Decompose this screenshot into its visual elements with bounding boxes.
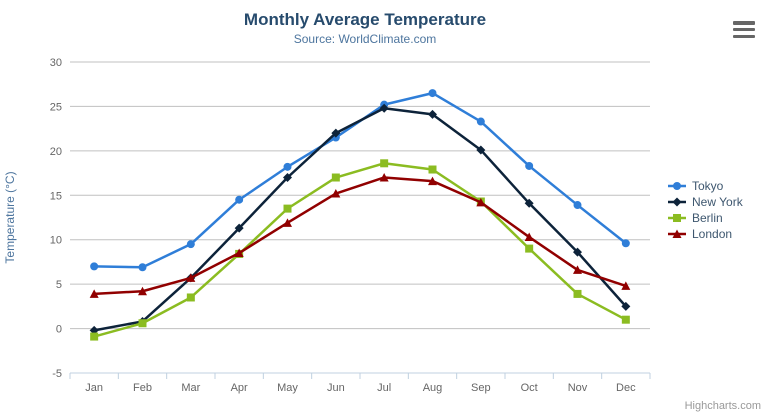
data-point[interactable] xyxy=(283,173,292,183)
data-point[interactable] xyxy=(235,195,244,204)
circle-marker-icon xyxy=(668,181,686,190)
x-axis-label: Dec xyxy=(616,382,636,394)
y-axis-label: 30 xyxy=(50,57,62,69)
data-point[interactable] xyxy=(476,145,486,155)
data-point[interactable] xyxy=(476,117,485,126)
series-tokyo[interactable] xyxy=(90,89,630,272)
x-axis-label: Jun xyxy=(327,382,345,394)
data-point[interactable] xyxy=(476,197,486,207)
y-axis-label: -5 xyxy=(52,368,62,380)
data-point[interactable] xyxy=(283,218,292,227)
data-point[interactable] xyxy=(428,176,437,186)
data-point[interactable] xyxy=(138,286,147,296)
data-point[interactable] xyxy=(380,159,389,168)
data-point[interactable] xyxy=(89,289,99,298)
data-point[interactable] xyxy=(331,128,341,138)
chart-legend: Tokyo New York Berlin London xyxy=(668,178,743,241)
legend-label: New York xyxy=(692,194,743,209)
data-point[interactable] xyxy=(90,332,99,341)
data-point[interactable] xyxy=(234,223,244,233)
legend-marker-symbol[interactable] xyxy=(672,229,682,238)
legend-item-new-york[interactable]: New York xyxy=(668,194,743,209)
x-axis-label: Feb xyxy=(133,382,152,394)
data-point[interactable] xyxy=(379,173,389,182)
diamond-marker-icon xyxy=(668,197,686,206)
data-point[interactable] xyxy=(525,161,534,170)
y-axis-label: 0 xyxy=(56,324,62,336)
legend-label: London xyxy=(692,226,733,241)
x-axis-label: Aug xyxy=(423,382,443,394)
series-line xyxy=(92,176,628,296)
hamburger-menu-icon xyxy=(733,27,755,32)
square-marker-icon xyxy=(668,213,686,222)
data-point[interactable] xyxy=(234,248,244,258)
series-line xyxy=(92,91,628,269)
data-point[interactable] xyxy=(525,244,534,253)
x-axis-label: May xyxy=(277,382,298,394)
data-point[interactable] xyxy=(138,319,147,328)
x-axis-label: Mar xyxy=(181,382,200,394)
data-point[interactable] xyxy=(524,232,534,242)
chart-subtitle: Source: WorldClimate.com xyxy=(293,32,437,46)
y-axis-label: 5 xyxy=(56,279,62,291)
data-point[interactable] xyxy=(331,189,341,198)
x-axis-label: Nov xyxy=(568,382,588,394)
series-london[interactable] xyxy=(89,173,631,298)
legend-item-london[interactable]: London xyxy=(668,226,743,241)
x-axis-label: Apr xyxy=(231,382,248,394)
y-axis-label: 25 xyxy=(50,101,62,113)
y-axis-label: 20 xyxy=(50,146,62,158)
data-point[interactable] xyxy=(138,263,147,272)
x-axis-label: Oct xyxy=(521,382,538,394)
data-point[interactable] xyxy=(621,239,630,248)
data-point[interactable] xyxy=(573,265,582,274)
export-menu-button[interactable] xyxy=(733,21,755,38)
data-point[interactable] xyxy=(621,315,630,324)
data-point[interactable] xyxy=(621,281,631,290)
data-point[interactable] xyxy=(573,247,582,257)
data-point[interactable] xyxy=(621,301,631,311)
legend-item-berlin[interactable]: Berlin xyxy=(668,210,743,225)
y-axis-title: Temperature (°C) xyxy=(3,171,17,263)
data-point[interactable] xyxy=(573,289,582,298)
data-point[interactable] xyxy=(573,201,582,210)
series-line xyxy=(92,106,628,332)
legend-marker-symbol[interactable] xyxy=(673,213,681,222)
triangle-marker-icon xyxy=(668,229,686,238)
data-point[interactable] xyxy=(283,162,292,171)
highcharts-credit-link[interactable]: Highcharts.com xyxy=(684,400,761,412)
x-axis-label: Jan xyxy=(85,382,103,394)
data-point[interactable] xyxy=(283,204,292,213)
legend-marker-symbol[interactable] xyxy=(673,181,681,190)
hamburger-menu-icon xyxy=(733,34,755,38)
data-point[interactable] xyxy=(186,293,195,302)
series-line xyxy=(92,162,628,338)
y-axis-label: 15 xyxy=(50,190,62,202)
data-point[interactable] xyxy=(186,240,195,249)
hamburger-menu-icon xyxy=(733,21,755,25)
data-point[interactable] xyxy=(331,173,340,182)
legend-item-tokyo[interactable]: Tokyo xyxy=(668,178,743,193)
x-axis-label: Jul xyxy=(377,382,391,394)
series-new-york[interactable] xyxy=(89,103,631,335)
data-point[interactable] xyxy=(379,103,389,113)
data-point[interactable] xyxy=(524,198,534,208)
legend-label: Berlin xyxy=(692,210,723,225)
data-point[interactable] xyxy=(428,165,437,174)
data-point[interactable] xyxy=(186,273,196,282)
data-point[interactable] xyxy=(90,262,99,271)
data-point[interactable] xyxy=(428,109,437,119)
legend-label: Tokyo xyxy=(692,178,724,193)
x-axis-label: Sep xyxy=(471,382,491,394)
legend-marker-symbol[interactable] xyxy=(672,197,682,206)
data-point[interactable] xyxy=(428,89,437,98)
chart-title: Monthly Average Temperature xyxy=(243,10,487,29)
y-axis-label: 10 xyxy=(50,235,62,247)
